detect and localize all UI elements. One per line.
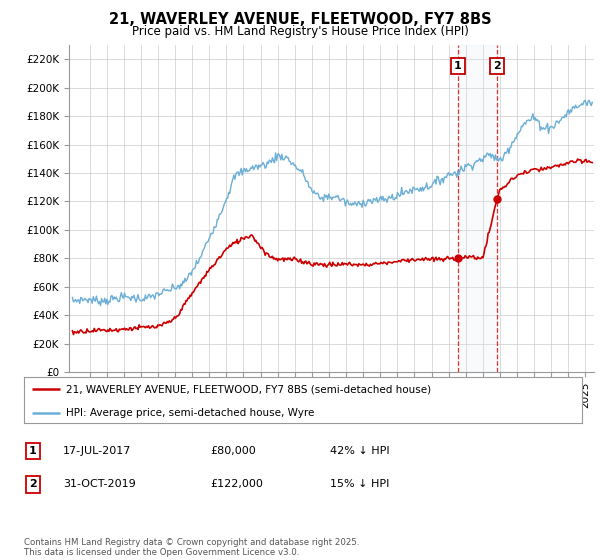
Text: Price paid vs. HM Land Registry's House Price Index (HPI): Price paid vs. HM Land Registry's House … [131, 25, 469, 38]
Text: 17-JUL-2017: 17-JUL-2017 [63, 446, 131, 456]
Text: 1: 1 [454, 61, 462, 71]
Text: 42% ↓ HPI: 42% ↓ HPI [330, 446, 389, 456]
Text: 21, WAVERLEY AVENUE, FLEETWOOD, FY7 8BS (semi-detached house): 21, WAVERLEY AVENUE, FLEETWOOD, FY7 8BS … [66, 384, 431, 394]
Text: 31-OCT-2019: 31-OCT-2019 [63, 479, 136, 489]
Text: 1: 1 [29, 446, 37, 456]
Bar [458, 45, 497, 372]
Text: £80,000: £80,000 [210, 446, 256, 456]
Text: £122,000: £122,000 [210, 479, 263, 489]
Text: HPI: Average price, semi-detached house, Wyre: HPI: Average price, semi-detached house,… [66, 408, 314, 418]
Text: 15% ↓ HPI: 15% ↓ HPI [330, 479, 389, 489]
Text: 2: 2 [29, 479, 37, 489]
Text: 21, WAVERLEY AVENUE, FLEETWOOD, FY7 8BS: 21, WAVERLEY AVENUE, FLEETWOOD, FY7 8BS [109, 12, 491, 27]
Text: 2: 2 [493, 61, 501, 71]
Text: Contains HM Land Registry data © Crown copyright and database right 2025.
This d: Contains HM Land Registry data © Crown c… [24, 538, 359, 557]
